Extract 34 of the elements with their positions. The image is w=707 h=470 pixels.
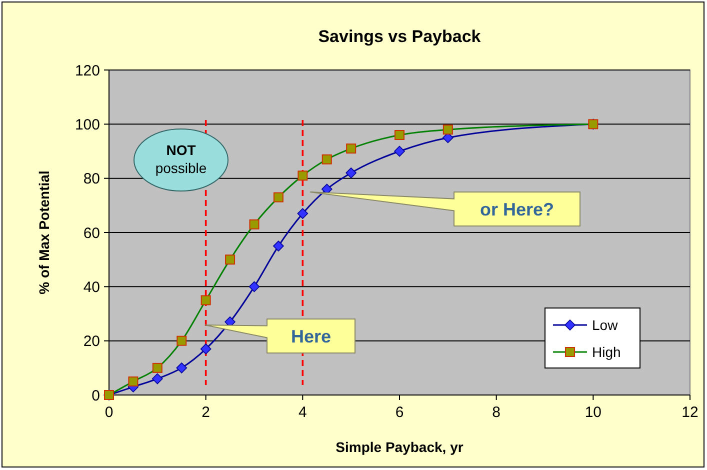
y-axis-title: % of Max Potential [36, 170, 52, 294]
point [200, 344, 212, 354]
x-tick-label: 10 [584, 404, 602, 421]
point [152, 373, 163, 384]
annotation: NOT possible [155, 142, 207, 176]
annotation: or Here? [480, 199, 554, 220]
y-tick-label: 20 [83, 333, 100, 350]
y-tick-label: 100 [74, 116, 100, 134]
y-tick-label: 80 [83, 170, 100, 188]
point [321, 184, 332, 195]
x-axis-title: Simple Payback, yr [336, 439, 464, 455]
legend-label: High [592, 344, 621, 360]
chart-title: Savings vs Payback [318, 27, 482, 46]
x-tick-label: 0 [104, 404, 114, 421]
point [297, 208, 308, 219]
x-tick-label: 4 [298, 404, 307, 421]
point [346, 168, 356, 178]
callout-box: or Here? [310, 192, 580, 226]
legend-label: Low [592, 316, 619, 333]
point [394, 146, 405, 157]
x-tick-label: 6 [395, 404, 404, 421]
y-tick-label: 120 [74, 62, 100, 80]
y-tick-label: 40 [83, 278, 100, 296]
point [176, 362, 188, 374]
x-tick-label: 8 [492, 404, 501, 421]
y-tick-label: 60 [83, 224, 100, 242]
y-tick-label: 0 [92, 387, 100, 404]
x-tick-label: 12 [682, 404, 698, 421]
point [273, 240, 284, 252]
point [248, 281, 260, 292]
callout-box: Here [204, 318, 356, 354]
annotation: Here [290, 326, 332, 346]
ellipse-callout: NOT possible [134, 128, 228, 192]
x-tick-label: 2 [202, 404, 210, 421]
